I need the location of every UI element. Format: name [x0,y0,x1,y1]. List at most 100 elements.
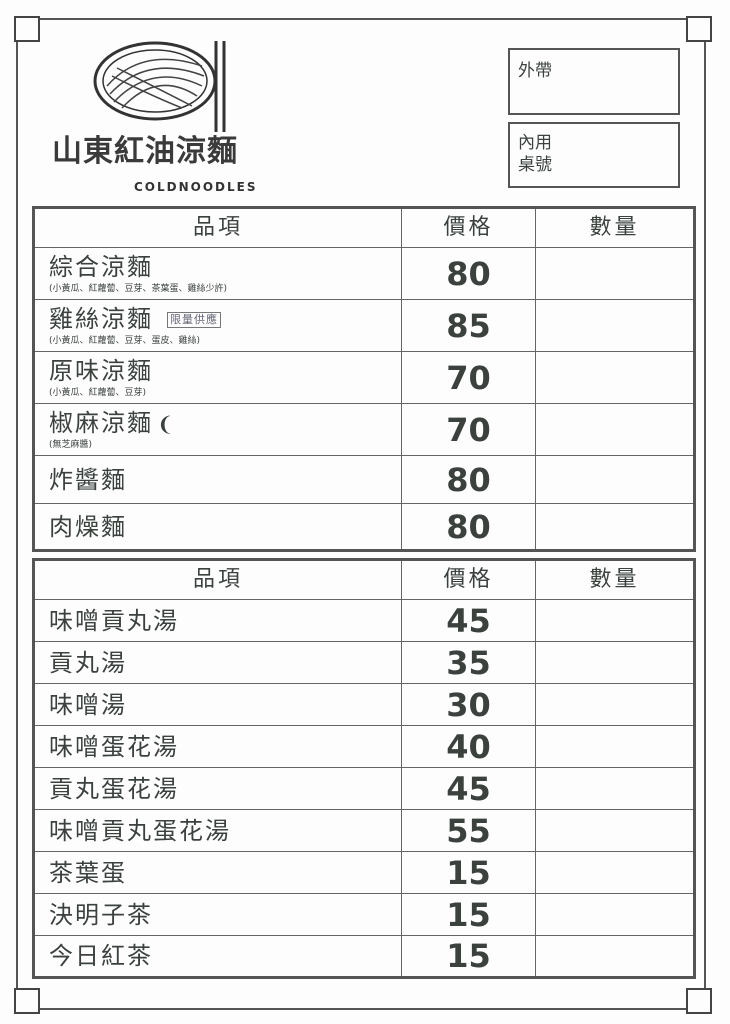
quantity-field[interactable] [535,935,695,978]
item-name: 味噌湯 [49,690,401,720]
quantity-field[interactable] [535,767,695,810]
brand-english: COLDNOODLES [134,180,258,194]
item-cell: 味噌湯 [33,683,402,726]
table-row: 雞絲涼麵 限量供應 (小黃瓜、紅蘿蔔、豆芽、蛋皮、雞絲) 85 [33,299,695,352]
item-name-text: 貢丸湯 [49,648,127,677]
item-name-text: 味噌貢丸蛋花湯 [49,816,231,845]
item-name-text: 決明子茶 [49,900,153,929]
table-row: 肉燥麵 80 [33,503,695,551]
quantity-field[interactable] [535,725,695,768]
quantity-field[interactable] [535,247,695,300]
item-cell: 綜合涼麵 (小黃瓜、紅蘿蔔、豆芽、茶葉蛋、雞絲少許) [33,247,402,300]
item-cell: 決明子茶 [33,893,402,936]
quantity-field[interactable] [535,893,695,936]
brand-name: 山東紅油涼麵 [52,134,238,169]
quantity-field[interactable] [535,403,695,456]
quantity-field[interactable] [535,683,695,726]
item-name-text: 味噌蛋花湯 [49,732,179,761]
takeout-box[interactable]: 外帶 [508,48,680,115]
table-row: 味噌蛋花湯 40 [33,725,695,768]
item-name: 味噌蛋花湯 [49,732,401,762]
item-name-text: 貢丸蛋花湯 [49,774,179,803]
header-row: 品項 價格 數量 [33,559,695,600]
item-name-text: 椒麻涼麵 [49,409,153,437]
item-note: (小黃瓜、紅蘿蔔、豆芽、茶葉蛋、雞絲少許) [49,284,228,294]
item-name: 肉燥麵 [49,512,401,542]
item-name: 味噌貢丸蛋花湯 [49,816,401,846]
item-name: 雞絲涼麵 限量供應 [49,304,401,334]
item-cell: 味噌貢丸湯 [33,599,402,642]
dine-in-box[interactable]: 內用 桌號 [508,122,680,188]
item-cell: 味噌蛋花湯 [33,725,402,768]
item-price: 45 [401,767,536,810]
quantity-field[interactable] [535,455,695,504]
qty-header: 數量 [535,207,695,248]
table-row: 茶葉蛋 15 [33,851,695,894]
item-name-text: 原味涼麵 [49,357,153,385]
corner-ornament [686,16,712,42]
quantity-field[interactable] [535,599,695,642]
item-name: 決明子茶 [49,900,401,930]
item-price: 85 [401,299,536,352]
table-number-label: 桌號 [518,155,552,175]
header-row: 品項 價格 數量 [33,207,695,248]
noodle-table: 品項 價格 數量 綜合涼麵 (小黃瓜、紅蘿蔔、豆芽、茶葉蛋、雞絲少許) 80 雞絲涼麵… [32,206,696,552]
item-name: 綜合涼麵 [49,252,401,282]
item-price: 40 [401,725,536,768]
quantity-field[interactable] [535,299,695,352]
item-name-text: 茶葉蛋 [49,858,127,887]
item-price: 30 [401,683,536,726]
item-name: 炸醬麵 [49,465,401,495]
item-name-text: 味噌湯 [49,690,127,719]
item-price: 70 [401,351,536,404]
item-name: 茶葉蛋 [49,858,401,888]
table-row: 椒麻涼麵 ❨ (無芝麻醬) 70 [33,403,695,456]
item-price: 70 [401,403,536,456]
price-header: 價格 [401,559,536,600]
quantity-field[interactable] [535,351,695,404]
item-cell: 貢丸湯 [33,641,402,684]
item-name: 味噌貢丸湯 [49,606,401,636]
item-name: 貢丸湯 [49,648,401,678]
item-cell: 貢丸蛋花湯 [33,767,402,810]
qty-header: 數量 [535,559,695,600]
soup-table: 品項 價格 數量 味噌貢丸湯 45 貢丸湯 35 味噌湯 30 味噌蛋花湯 40 貢丸蛋花湯 45… [32,558,696,979]
quantity-field[interactable] [535,851,695,894]
dine-in-label: 內用 [518,133,552,153]
item-note: (無芝麻醬) [49,440,93,450]
item-note: (小黃瓜、紅蘿蔔、豆芽) [49,388,147,398]
quantity-field[interactable] [535,809,695,852]
page-frame [16,18,706,1010]
table-row: 原味涼麵 (小黃瓜、紅蘿蔔、豆芽) 70 [33,351,695,404]
item-price: 15 [401,935,536,978]
corner-ornament [14,16,40,42]
quantity-field[interactable] [535,503,695,551]
item-price: 55 [401,809,536,852]
corner-ornament [14,988,40,1014]
item-name: 原味涼麵 [49,356,401,386]
table-row: 味噌貢丸湯 45 [33,599,695,642]
quantity-field[interactable] [535,641,695,684]
item-header: 品項 [33,207,402,248]
item-note: (小黃瓜、紅蘿蔔、豆芽、蛋皮、雞絲) [49,336,201,346]
item-name-text: 味噌貢丸湯 [49,606,179,635]
price-header: 價格 [401,207,536,248]
table-row: 貢丸湯 35 [33,641,695,684]
item-cell: 味噌貢丸蛋花湯 [33,809,402,852]
item-cell: 原味涼麵 (小黃瓜、紅蘿蔔、豆芽) [33,351,402,404]
table-row: 貢丸蛋花湯 45 [33,767,695,810]
item-price: 80 [401,503,536,551]
item-name-text: 炸醬麵 [49,465,127,494]
table-row: 味噌貢丸蛋花湯 55 [33,809,695,852]
item-name: 貢丸蛋花湯 [49,774,401,804]
item-price: 80 [401,455,536,504]
item-cell: 茶葉蛋 [33,851,402,894]
table-row: 今日紅茶 15 [33,935,695,978]
item-name: 今日紅茶 [49,941,401,971]
item-price: 45 [401,599,536,642]
item-cell: 今日紅茶 [33,935,402,978]
item-name-text: 肉燥麵 [49,512,127,541]
takeout-label: 外帶 [518,61,552,81]
item-price: 15 [401,893,536,936]
table-row: 味噌湯 30 [33,683,695,726]
